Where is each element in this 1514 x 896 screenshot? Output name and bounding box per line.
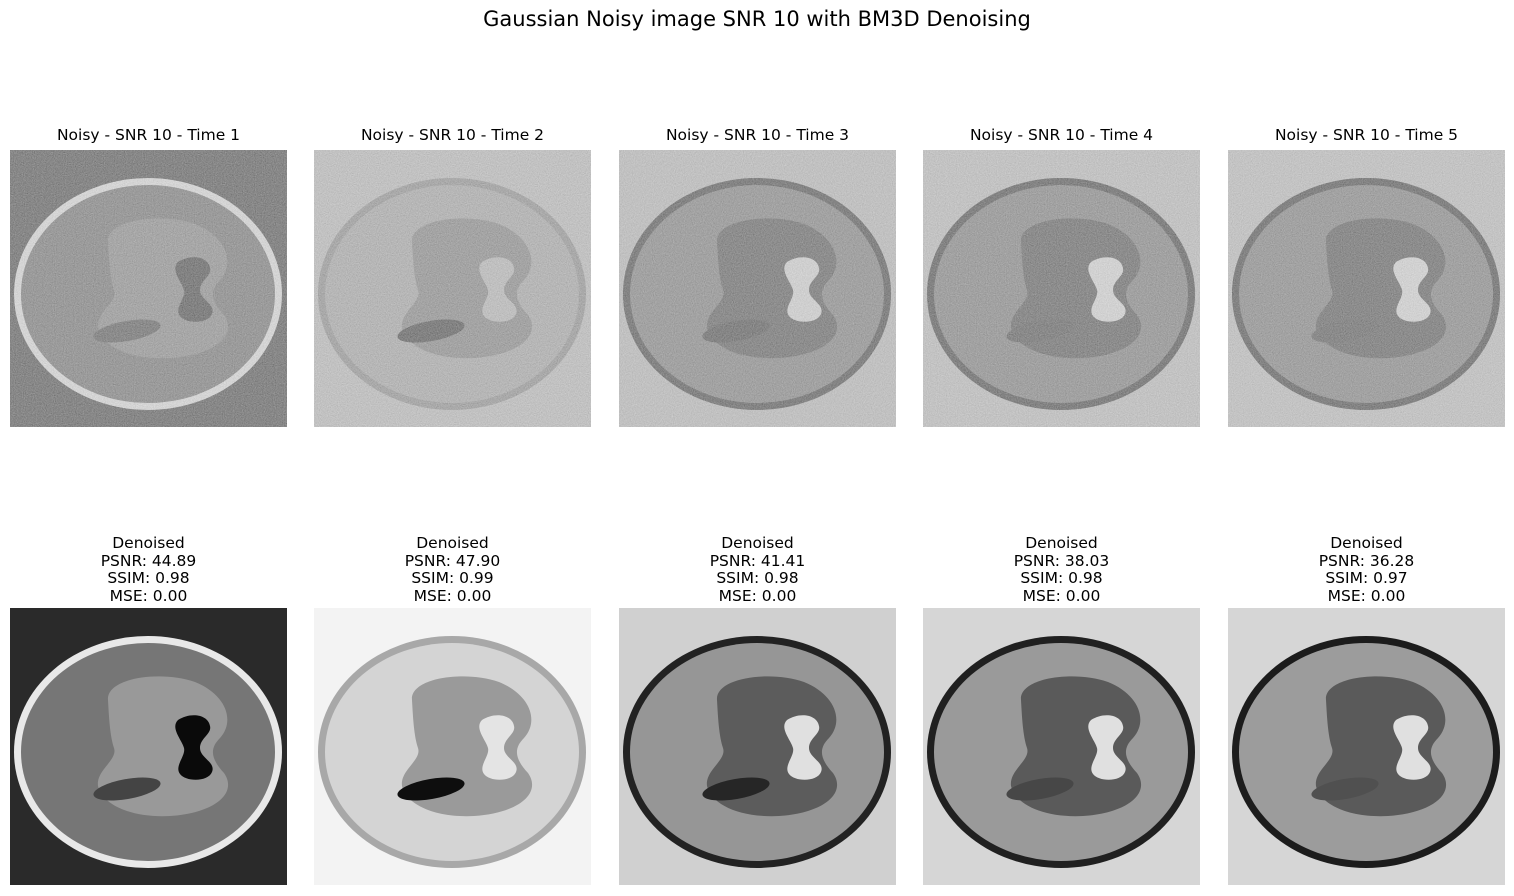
psnr-value: PSNR: 36.28 [1318, 551, 1415, 570]
denoised-panel-title: Denoised PSNR: 41.41 SSIM: 0.98 MSE: 0.0… [619, 534, 896, 605]
noisy-panel-title: Noisy - SNR 10 - Time 2 [360, 126, 545, 144]
mse-value: MSE: 0.00 [1022, 586, 1101, 605]
mse-value: MSE: 0.00 [718, 586, 797, 605]
noisy-image [619, 150, 896, 427]
denoised-image [1228, 608, 1505, 885]
central-hole [479, 715, 517, 780]
central-hole [1088, 257, 1126, 322]
small-ellipse [93, 319, 161, 343]
small-ellipse [93, 777, 161, 801]
denoised-panel-title: Denoised PSNR: 44.89 SSIM: 0.98 MSE: 0.0… [10, 534, 287, 605]
ssim-value: SSIM: 0.97 [1325, 569, 1408, 587]
noisy-panel-title: Noisy - SNR 10 - Time 1 [56, 126, 241, 144]
denoised-label: Denoised [416, 534, 489, 552]
denoised-label: Denoised [721, 534, 794, 552]
denoised-image [10, 608, 287, 885]
mse-value: MSE: 0.00 [413, 586, 492, 605]
denoised-panel-title: Denoised PSNR: 47.90 SSIM: 0.99 MSE: 0.0… [314, 534, 591, 605]
denoised-panel-title: Denoised PSNR: 36.28 SSIM: 0.97 MSE: 0.0… [1228, 534, 1505, 605]
noisy-image [314, 150, 591, 427]
small-ellipse [1006, 777, 1074, 801]
small-ellipse [397, 777, 465, 801]
ssim-value: SSIM: 0.98 [1020, 569, 1103, 587]
mse-value: MSE: 0.00 [1327, 586, 1406, 605]
small-ellipse [702, 319, 770, 343]
denoised-panel-title: Denoised PSNR: 38.03 SSIM: 0.98 MSE: 0.0… [923, 534, 1200, 605]
denoised-label: Denoised [1025, 534, 1098, 552]
small-ellipse [702, 777, 770, 801]
central-hole [479, 257, 517, 322]
psnr-value: PSNR: 41.41 [709, 551, 806, 570]
noisy-image [1228, 150, 1505, 427]
denoised-label: Denoised [1330, 534, 1403, 552]
ssim-value: SSIM: 0.99 [411, 569, 494, 587]
central-hole [784, 715, 822, 780]
noisy-image [923, 150, 1200, 427]
central-hole [784, 257, 822, 322]
central-hole [175, 257, 213, 322]
noisy-panel-title: Noisy - SNR 10 - Time 4 [969, 126, 1154, 144]
denoised-image [314, 608, 591, 885]
ssim-value: SSIM: 0.98 [716, 569, 799, 587]
psnr-value: PSNR: 44.89 [100, 551, 197, 570]
central-hole [1393, 257, 1431, 322]
figure-title: Gaussian Noisy image SNR 10 with BM3D De… [483, 7, 1031, 31]
central-hole [1393, 715, 1431, 780]
psnr-value: PSNR: 38.03 [1013, 551, 1110, 570]
denoised-image [923, 608, 1200, 885]
ssim-value: SSIM: 0.98 [107, 569, 190, 587]
small-ellipse [1006, 319, 1074, 343]
central-hole [1088, 715, 1126, 780]
noisy-panel-title: Noisy - SNR 10 - Time 5 [1274, 126, 1459, 144]
small-ellipse [397, 319, 465, 343]
noisy-panel-title: Noisy - SNR 10 - Time 3 [665, 126, 850, 144]
mse-value: MSE: 0.00 [109, 586, 188, 605]
small-ellipse [1311, 777, 1379, 801]
denoised-image [619, 608, 896, 885]
psnr-value: PSNR: 47.90 [404, 551, 501, 570]
central-hole [175, 715, 213, 780]
denoised-label: Denoised [112, 534, 185, 552]
noisy-image [10, 150, 287, 427]
small-ellipse [1311, 319, 1379, 343]
